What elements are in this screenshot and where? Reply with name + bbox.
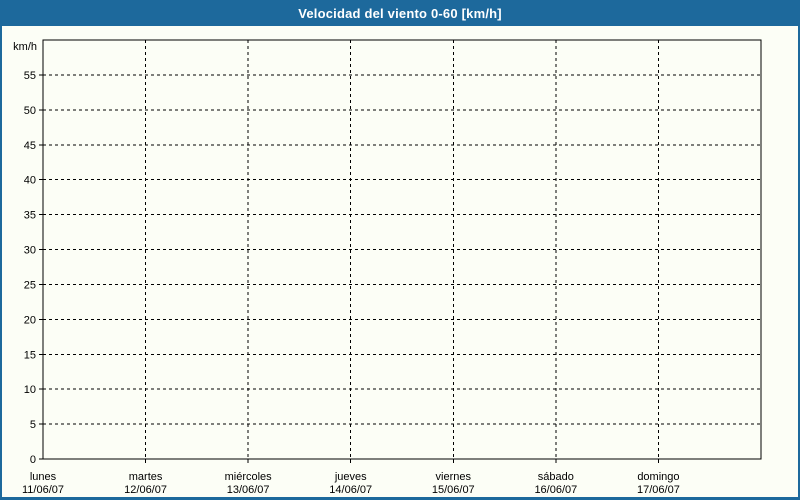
x-axis-day-label: domingo xyxy=(637,471,679,483)
y-axis-tick-label: 40 xyxy=(24,175,36,187)
y-axis-tick-label: 10 xyxy=(24,384,36,396)
x-axis-date-label: 16/06/07 xyxy=(534,484,577,496)
x-axis-day-label: sábado xyxy=(538,471,574,483)
y-axis-tick-label: 0 xyxy=(30,454,36,466)
chart-title: Velocidad del viento 0-60 [km/h] xyxy=(298,5,502,21)
y-axis-tick-label: 30 xyxy=(24,245,36,257)
y-axis-tick-label: 20 xyxy=(24,314,36,326)
y-axis-tick-label: 25 xyxy=(24,279,36,291)
y-axis-tick-label: 55 xyxy=(24,70,36,82)
x-axis-day-label: lunes xyxy=(30,471,57,483)
chart-title-bar: Velocidad del viento 0-60 [km/h] xyxy=(2,0,798,26)
y-axis-tick-label: 45 xyxy=(24,140,36,152)
y-axis-tick-label: 5 xyxy=(30,419,36,431)
x-axis-day-label: miércoles xyxy=(225,471,273,483)
x-axis-date-label: 14/06/07 xyxy=(329,484,372,496)
plot-border xyxy=(42,39,762,460)
y-axis-tick-label: 35 xyxy=(24,210,36,222)
x-axis-date-label: 15/06/07 xyxy=(432,484,475,496)
x-axis-day-label: jueves xyxy=(334,471,367,483)
x-axis-day-label: viernes xyxy=(436,471,472,483)
y-axis-tick-label: 50 xyxy=(24,105,36,117)
y-axis-tick-label: 15 xyxy=(24,349,36,361)
x-axis-date-label: 13/06/07 xyxy=(227,484,270,496)
x-axis-date-label: 17/06/07 xyxy=(637,484,680,496)
y-axis-unit-label: km/h xyxy=(13,41,37,53)
x-axis-day-label: martes xyxy=(129,471,163,483)
x-axis-date-label: 11/06/07 xyxy=(22,484,64,496)
x-axis-date-label: 12/06/07 xyxy=(124,484,167,496)
